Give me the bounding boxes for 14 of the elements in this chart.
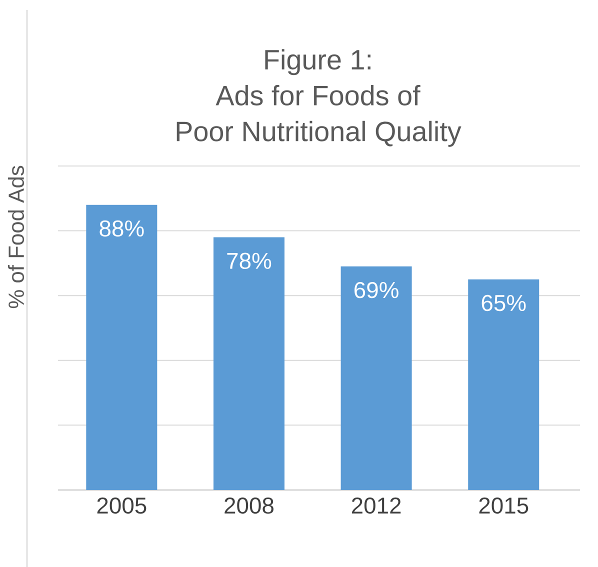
data-label: 65% — [482, 294, 526, 312]
bar — [340, 266, 412, 490]
data-label: 88% — [100, 220, 144, 237]
x-tick-label: 2015 — [479, 498, 528, 514]
data-label: 69% — [354, 282, 398, 298]
bar — [213, 237, 284, 490]
data-label: 78% — [227, 252, 272, 270]
bar — [468, 279, 540, 490]
x-tick-label: 2005 — [97, 498, 146, 514]
bar — [86, 204, 158, 490]
y-axis-title: % of Food Ads — [8, 166, 24, 308]
x-tick-label: 2012 — [352, 498, 401, 514]
chart-title: Figure 1: Ads for Foods of Poor Nutritional Quality — [176, 49, 462, 147]
x-tick-label: 2008 — [224, 498, 274, 514]
